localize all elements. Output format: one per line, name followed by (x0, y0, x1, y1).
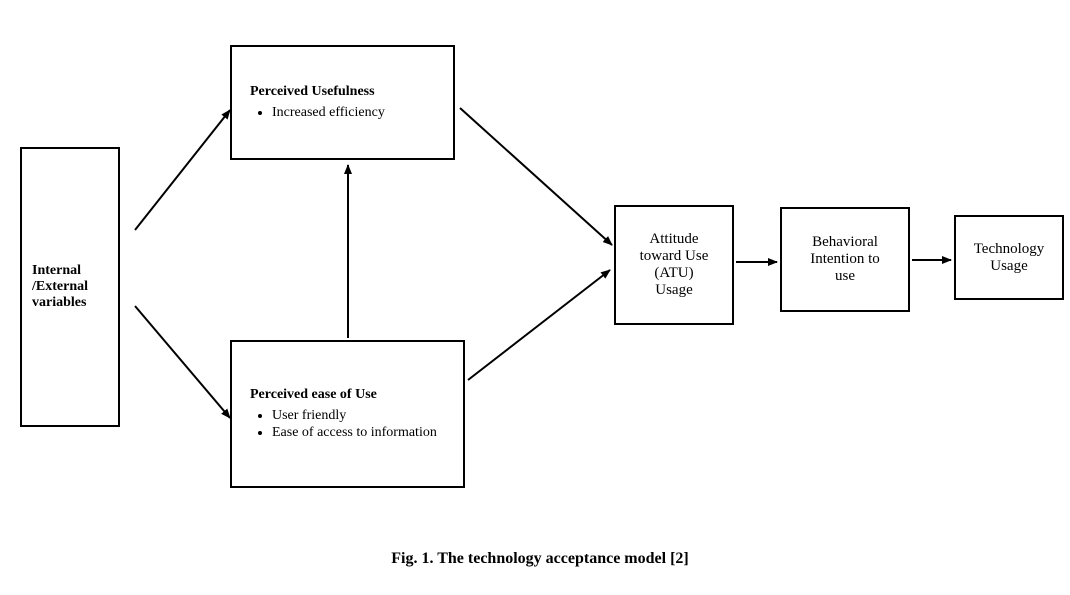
node-line: toward Use (640, 248, 709, 265)
node-line: Usage (655, 282, 693, 299)
bullet-item: Ease of access to information (272, 424, 437, 442)
node-line: use (835, 268, 855, 285)
edge-perceived_usefulness-to-attitude (460, 108, 612, 245)
node-perceived-usefulness: Perceived Usefulness Increased efficienc… (230, 45, 455, 160)
node-line: Usage (990, 258, 1028, 275)
node-behavioral-intention: Behavioral Intention to use (780, 207, 910, 312)
diagram-canvas: Internal /External variables Perceived U… (0, 0, 1070, 595)
node-line: Technology (974, 241, 1045, 258)
node-perceived-ease-of-use: Perceived ease of Use User friendly Ease… (230, 340, 465, 488)
node-line: Intention to (810, 251, 880, 268)
node-perceived-ease-bullets: User friendly Ease of access to informat… (250, 407, 437, 442)
edge-internal_external-to-perceived_ease (135, 306, 230, 418)
figure-caption: Fig. 1. The technology acceptance model … (300, 550, 780, 568)
node-line: (ATU) (654, 265, 693, 282)
bullet-item: User friendly (272, 407, 437, 425)
edge-internal_external-to-perceived_usefulness (135, 110, 230, 230)
node-line: Attitude (649, 231, 698, 248)
node-perceived-ease-title: Perceived ease of Use (250, 387, 377, 403)
node-perceived-usefulness-bullets: Increased efficiency (250, 104, 385, 122)
node-technology-usage: Technology Usage (954, 215, 1064, 300)
bullet-item: Increased efficiency (272, 104, 385, 122)
edge-perceived_ease-to-attitude (468, 270, 610, 380)
node-internal-external-title: Internal /External variables (32, 263, 118, 311)
node-attitude-toward-use: Attitude toward Use (ATU) Usage (614, 205, 734, 325)
node-internal-external-variables: Internal /External variables (20, 147, 120, 427)
node-line: Behavioral (812, 234, 878, 251)
node-perceived-usefulness-title: Perceived Usefulness (250, 84, 375, 100)
